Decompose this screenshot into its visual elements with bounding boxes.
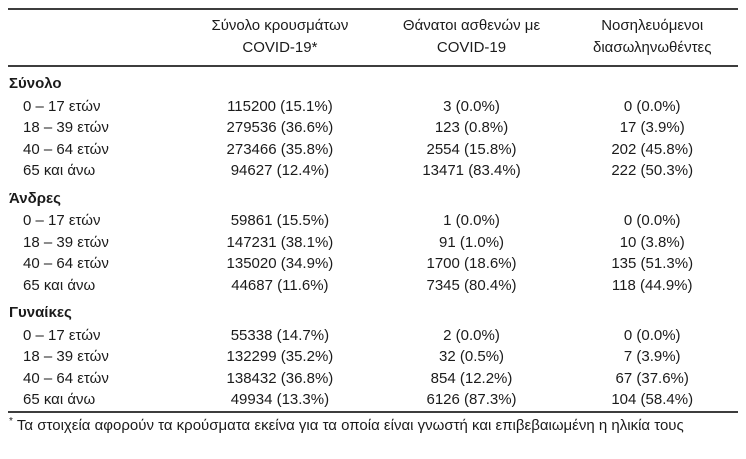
cases-value-cell: 135020 (34.9%) xyxy=(226,255,334,272)
section-label: Γυναίκες xyxy=(9,304,72,321)
cases-value-cell: 55338 (14.7%) xyxy=(230,326,330,344)
covid-age-sex-table: Σύνολο κρουσμάτων COVID-19* Θάνατοι ασθε… xyxy=(8,8,738,413)
section-header-row: Γυναίκες xyxy=(8,296,738,325)
deaths-value-cell: 91 (1.0%) xyxy=(439,233,505,251)
intubated-column-header: Νοσηλευόμενοι διασωληνωθέντες xyxy=(566,9,738,67)
intubated-header-line1: Νοσηλευόμενοι xyxy=(601,17,704,34)
age-data-row: 65 και άνω 94627 (12.4%) 13471 (83.4%) 222 … xyxy=(8,160,738,182)
intubated-value-cell: 135 (51.3%) xyxy=(611,255,694,272)
deaths-header-line1: Θάνατοι ασθενών με xyxy=(402,17,541,34)
section-header-row: Σύνολο xyxy=(8,66,738,96)
table-header: Σύνολο κρουσμάτων COVID-19* Θάνατοι ασθε… xyxy=(8,9,738,67)
age-data-row: 18 – 39 ετών 147231 (38.1%) 91 (1.0%) 10 (3… xyxy=(8,232,738,254)
age-group-label: 65 και άνω xyxy=(23,276,96,294)
cases-value-cell: 147231 (38.1%) xyxy=(226,233,334,251)
intubated-value-cell: 222 (50.3%) xyxy=(611,162,694,179)
intubated-value-cell: 10 (3.8%) xyxy=(619,233,685,251)
footnote-marker: * xyxy=(9,415,13,427)
cases-value-cell: 273466 (35.8%) xyxy=(226,140,334,158)
deaths-header-line2: COVID-19 xyxy=(436,39,507,56)
cases-value-cell: 132299 (35.2%) xyxy=(226,348,334,365)
empty-header-cell xyxy=(8,9,184,67)
deaths-value-cell: 32 (0.5%) xyxy=(439,348,505,365)
deaths-value-cell: 13471 (83.4%) xyxy=(422,162,521,179)
cases-value-cell: 49934 (13.3%) xyxy=(230,391,330,408)
intubated-header-line2: διασωληνωθέντες xyxy=(592,39,712,56)
age-data-row: 18 – 39 ετών 132299 (35.2%) 32 (0.5%) 7 (3.… xyxy=(8,346,738,368)
cases-value-cell: 279536 (36.6%) xyxy=(226,119,334,136)
section-label: Άνδρες xyxy=(9,189,61,207)
deaths-value-cell: 2554 (15.8%) xyxy=(426,140,517,158)
intubated-value-cell: 0 (0.0%) xyxy=(623,326,681,344)
cases-value-cell: 115200 (15.1%) xyxy=(227,97,333,115)
intubated-value-cell: 0 (0.0%) xyxy=(623,212,681,229)
age-data-row: 40 – 64 ετών 273466 (35.8%) 2554 (15.8%) 20… xyxy=(8,139,738,161)
section-header-row: Άνδρες xyxy=(8,182,738,211)
intubated-value-cell: 104 (58.4%) xyxy=(611,391,694,408)
age-data-row: 0 – 17 ετών 55338 (14.7%) 2 (0.0%) 0 (0.0%) xyxy=(8,325,738,347)
header-row: Σύνολο κρουσμάτων COVID-19* Θάνατοι ασθε… xyxy=(8,9,738,67)
age-group-label: 0 – 17 ετών xyxy=(23,97,101,115)
cases-value-cell: 138432 (36.8%) xyxy=(226,369,334,387)
age-group-label: 65 και άνω xyxy=(23,391,96,408)
cases-header-line1: Σύνολο κρουσμάτων xyxy=(211,17,349,34)
age-data-row: 18 – 39 ετών 279536 (36.6%) 123 (0.8%) 17 (… xyxy=(8,117,738,139)
intubated-value-cell: 0 (0.0%) xyxy=(623,97,681,115)
cases-column-header: Σύνολο κρουσμάτων COVID-19* xyxy=(183,9,377,67)
intubated-value-cell: 118 (44.9%) xyxy=(611,276,693,294)
deaths-value-cell: 7345 (80.4%) xyxy=(426,276,517,294)
deaths-value-cell: 1700 (18.6%) xyxy=(426,255,517,272)
age-group-label: 18 – 39 ετών xyxy=(23,119,109,136)
age-group-label: 0 – 17 ετών xyxy=(23,212,101,229)
intubated-value-cell: 67 (37.6%) xyxy=(615,369,689,387)
intubated-value-cell: 17 (3.9%) xyxy=(619,119,685,136)
deaths-value-cell: 2 (0.0%) xyxy=(443,326,500,344)
cases-value-cell: 59861 (15.5%) xyxy=(230,212,330,229)
deaths-value-cell: 3 (0.0%) xyxy=(443,97,500,115)
cases-value-cell: 44687 (11.6%) xyxy=(231,276,329,294)
cases-value-cell: 94627 (12.4%) xyxy=(230,162,330,179)
age-data-row: 65 και άνω 49934 (13.3%) 6126 (87.3%) 104 (… xyxy=(8,389,738,412)
age-data-row: 0 – 17 ετών 59861 (15.5%) 1 (0.0%) 0 (0.0%) xyxy=(8,210,738,232)
intubated-value-cell: 202 (45.8%) xyxy=(611,140,694,158)
age-data-row: 65 και άνω 44687 (11.6%) 7345 (80.4%) 118 (… xyxy=(8,275,738,297)
deaths-value-cell: 6126 (87.3%) xyxy=(426,391,517,408)
footnote-text: Τα στοιχεία αφορούν τα κρούσματα εκείνα … xyxy=(16,416,684,434)
cases-header-line2: COVID-19* xyxy=(242,39,318,56)
section-label: Σύνολο xyxy=(9,75,62,92)
age-data-row: 0 – 17 ετών 115200 (15.1%) 3 (0.0%) 0 (0.0%… xyxy=(8,96,738,118)
age-group-label: 40 – 64 ετών xyxy=(23,140,109,158)
deaths-value-cell: 854 (12.2%) xyxy=(430,369,513,387)
age-data-row: 40 – 64 ετών 135020 (34.9%) 1700 (18.6%) 13… xyxy=(8,253,738,275)
footnote: * Τα στοιχεία αφορούν τα κρούσματα εκείνα… xyxy=(8,413,738,436)
age-group-label: 0 – 17 ετών xyxy=(23,326,101,344)
age-group-label: 40 – 64 ετών xyxy=(23,255,109,272)
age-group-label: 18 – 39 ετών xyxy=(23,233,109,251)
deaths-column-header: Θάνατοι ασθενών με COVID-19 xyxy=(376,9,567,67)
age-data-row: 40 – 64 ετών 138432 (36.8%) 854 (12.2%) 67 … xyxy=(8,368,738,390)
deaths-value-cell: 1 (0.0%) xyxy=(443,212,500,229)
intubated-value-cell: 7 (3.9%) xyxy=(623,348,681,365)
age-group-label: 18 – 39 ετών xyxy=(23,348,109,365)
deaths-value-cell: 123 (0.8%) xyxy=(434,119,509,136)
age-group-label: 40 – 64 ετών xyxy=(23,369,109,387)
age-group-label: 65 και άνω xyxy=(23,162,96,179)
table-body: Σύνολο 0 – 17 ετών 115200 (15.1%) 3 (0.0%) 0… xyxy=(8,66,738,412)
